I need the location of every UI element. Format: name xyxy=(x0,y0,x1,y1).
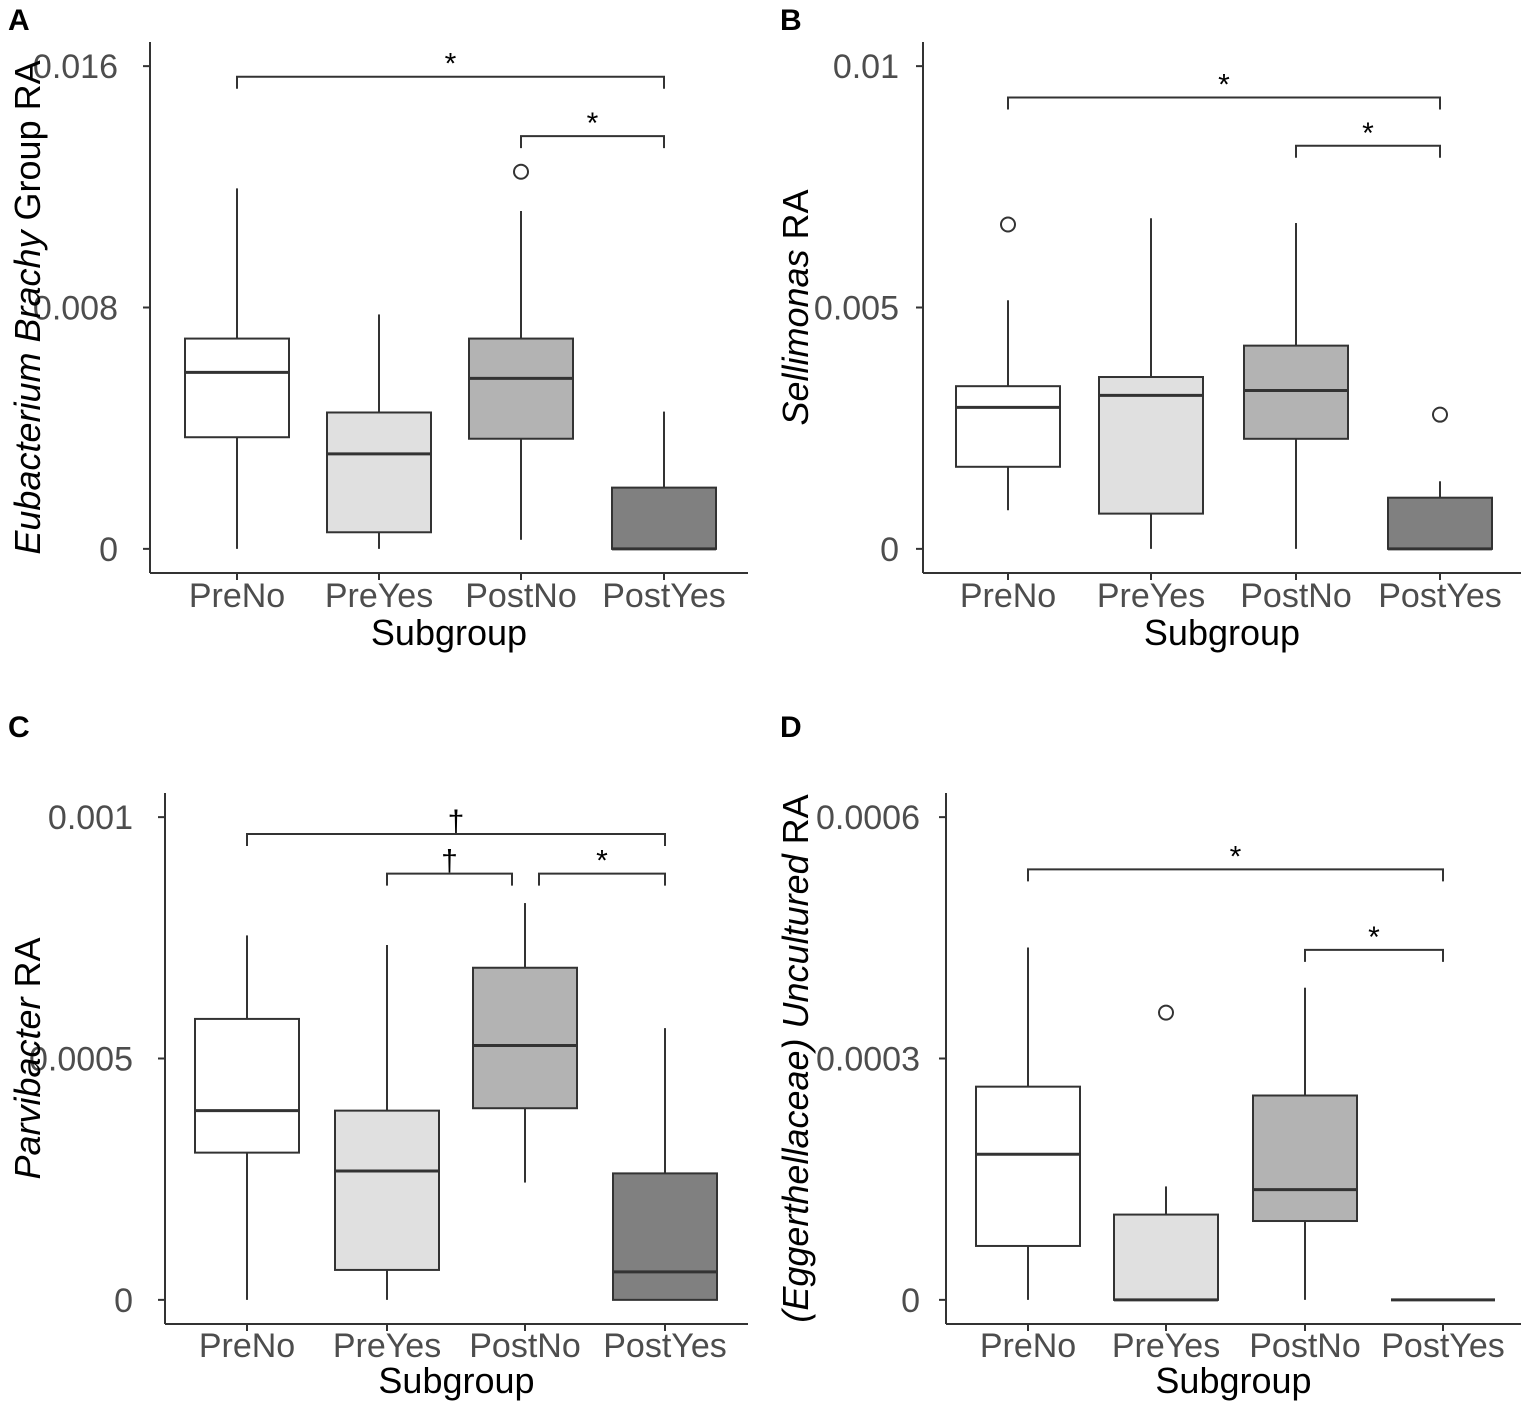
x-axis-title: Subgroup xyxy=(378,1360,534,1401)
box-preyes xyxy=(334,1109,440,1271)
significance-bracket xyxy=(386,872,513,886)
y-tick-label: 0.008 xyxy=(33,290,118,328)
x-tick-label: PreNo xyxy=(960,577,1056,615)
box-postno xyxy=(468,337,574,440)
x-tick-label: PostNo xyxy=(1249,1327,1361,1365)
box-postyes xyxy=(612,1172,718,1301)
box-preno xyxy=(184,337,290,439)
box-preyes xyxy=(1098,376,1204,515)
box-postno xyxy=(1243,344,1349,440)
panel-letter: D xyxy=(780,711,802,744)
y-tick-label: 0.0003 xyxy=(816,1041,920,1079)
y-axis-title: (Eggerthellaceae) Uncultured RA xyxy=(775,794,816,1322)
significance-label: * xyxy=(1230,840,1242,873)
y-tick-label: 0.01 xyxy=(833,48,899,86)
x-tick-label: PreYes xyxy=(1097,577,1205,615)
x-tick-label: PreNo xyxy=(980,1327,1076,1365)
significance-bracket xyxy=(538,872,666,886)
significance-label: * xyxy=(596,845,608,878)
significance-bracket xyxy=(1304,948,1444,962)
significance-bracket xyxy=(1007,96,1441,110)
y-axis-title: Parvibacter RA xyxy=(7,937,48,1179)
y-tick-label: 0.0006 xyxy=(816,799,920,837)
y-tick-label: 0 xyxy=(114,1282,133,1320)
significance-label: * xyxy=(587,107,599,140)
y-tick-label: 0 xyxy=(880,531,899,569)
box-preyes xyxy=(326,411,432,534)
x-axis-title: Subgroup xyxy=(1155,1360,1311,1401)
x-tick-label: PostYes xyxy=(1381,1327,1505,1365)
x-axis-title: Subgroup xyxy=(1144,612,1300,653)
significance-label: * xyxy=(1362,117,1374,150)
y-tick-label: 0.0005 xyxy=(29,1041,133,1079)
outlier-point xyxy=(1432,406,1448,423)
x-tick-label: PreYes xyxy=(1112,1327,1220,1365)
panel-letter: B xyxy=(780,4,802,37)
significance-bracket xyxy=(520,135,665,149)
box-preno xyxy=(975,1085,1081,1247)
y-axis-title-part: Eubacterium Brachy xyxy=(7,228,48,554)
x-tick-label: PreNo xyxy=(189,577,285,615)
y-axis-title-part: (Eggerthellaceae) Uncultured xyxy=(775,853,816,1322)
significance-label: * xyxy=(1218,69,1230,102)
y-axis-title: Eubacterium Brachy Group RA xyxy=(7,60,48,554)
box-preyes xyxy=(1113,1213,1219,1301)
x-tick-label: PostYes xyxy=(602,577,726,615)
box-postyes xyxy=(1387,496,1493,550)
x-tick-label: PreYes xyxy=(325,577,433,615)
box-postyes xyxy=(611,486,717,550)
y-axis-title-part: Sellimonas xyxy=(775,249,816,425)
significance-bracket xyxy=(1027,868,1444,882)
x-tick-label: PostNo xyxy=(1240,577,1352,615)
significance-label: * xyxy=(445,48,457,81)
outlier-point xyxy=(513,163,529,180)
y-tick-label: 0 xyxy=(99,531,118,569)
outlier-point xyxy=(1000,216,1016,233)
box-preno xyxy=(194,1017,300,1154)
x-tick-label: PostYes xyxy=(603,1327,727,1365)
panel-d: D 0 0.0003 0.0006 PreNo PreYes PostNo PostYes Su… xyxy=(775,711,1521,1401)
box-postno xyxy=(472,966,578,1110)
panel-b: B 0 0.005 0.01 PreNo PreYes PostNo PostYes Subgr… xyxy=(775,4,1521,653)
significance-bracket xyxy=(1295,144,1441,158)
panel-letter: C xyxy=(8,711,30,744)
y-axis-title-part: Parvibacter xyxy=(7,995,48,1179)
significance-bracket xyxy=(236,75,665,89)
y-tick-label: 0.001 xyxy=(48,799,133,837)
outlier-point xyxy=(1158,1004,1174,1021)
x-tick-label: PostNo xyxy=(465,577,577,615)
y-tick-label: 0 xyxy=(901,1282,920,1320)
significance-label: * xyxy=(1368,921,1380,954)
box-preno xyxy=(955,385,1061,468)
panel-a: A 0 0.008 0.016 PreNo PreYes PostNo PostYes Subg… xyxy=(7,4,748,653)
significance-label: † xyxy=(441,845,458,878)
significance-label: † xyxy=(448,805,465,838)
box-postno xyxy=(1252,1094,1358,1223)
y-tick-label: 0.005 xyxy=(814,290,899,328)
y-tick-label: 0.016 xyxy=(33,48,118,86)
x-tick-label: PreYes xyxy=(333,1327,441,1365)
y-axis-title-part: RA xyxy=(775,189,816,249)
x-axis-title: Subgroup xyxy=(371,612,527,653)
significance-bracket xyxy=(246,833,666,847)
y-axis-title: Sellimonas RA xyxy=(775,189,816,425)
y-axis-title-part: RA xyxy=(775,794,816,854)
x-tick-label: PreNo xyxy=(199,1327,295,1365)
x-tick-label: PostYes xyxy=(1378,577,1502,615)
panel-c: C 0 0.0005 0.001 PreNo PreYes PostNo PostYes Sub… xyxy=(7,711,748,1401)
panel-letter: A xyxy=(8,4,30,37)
y-axis-title-part: RA xyxy=(7,937,48,997)
x-tick-label: PostNo xyxy=(469,1327,581,1365)
y-axis-title-part: Group RA xyxy=(7,60,48,230)
